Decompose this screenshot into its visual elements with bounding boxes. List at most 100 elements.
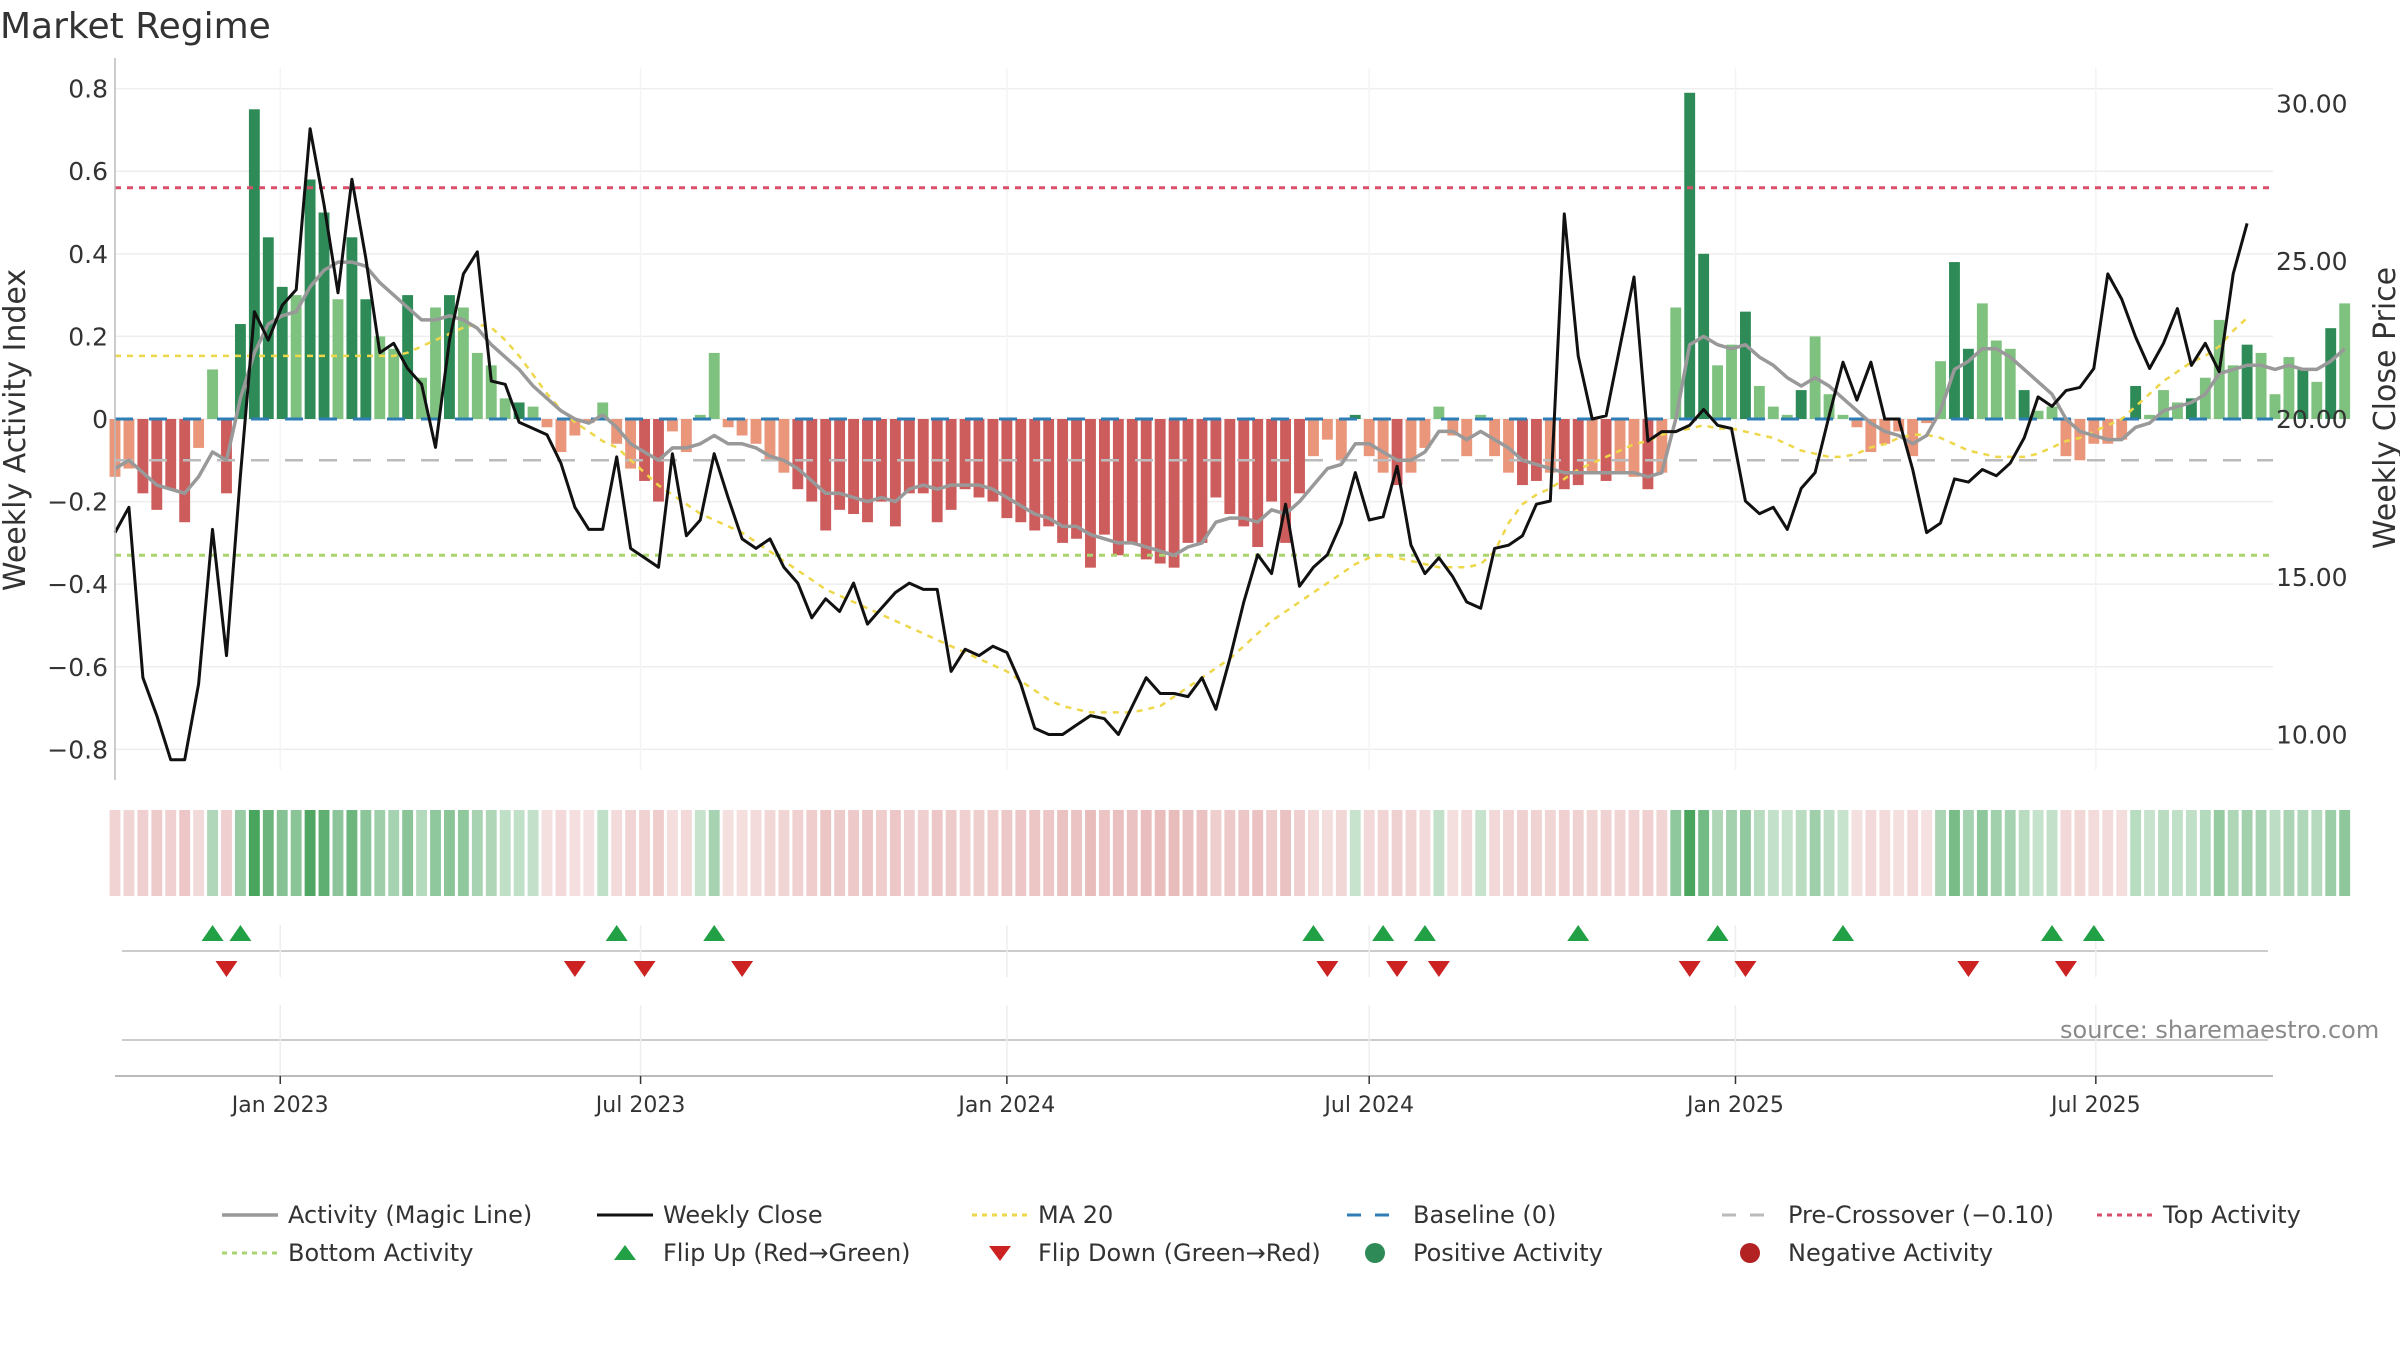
legend-label: Baseline (0) (1413, 1201, 1557, 1229)
activity-bar (680, 419, 692, 453)
regime-strip-cell (541, 810, 553, 896)
regime-strip-cell (876, 810, 887, 896)
y2-tick-label: 15.00 (2276, 563, 2348, 592)
legend-label: Positive Activity (1413, 1239, 1603, 1267)
activity-bar (1071, 419, 1082, 539)
regime-strip-cell (2199, 810, 2211, 896)
legend-swatch (1347, 1213, 1403, 1217)
regime-strip-cell (2074, 810, 2086, 896)
y-tick-label: −0.6 (47, 653, 108, 682)
regime-strip-cell (276, 810, 288, 896)
flip-up-marker (201, 925, 224, 941)
regime-strip-cell (973, 810, 985, 896)
regime-strip-cell (1990, 810, 2002, 896)
regime-strip-cell (764, 810, 776, 896)
regime-strip-cell (820, 810, 832, 896)
activity-bar (207, 369, 218, 419)
legend-swatch (222, 1251, 278, 1255)
regime-strip-layer (109, 810, 2351, 896)
activity-bar (1335, 419, 1347, 461)
regime-strip-cell (611, 810, 623, 896)
activity-bar (1614, 419, 1626, 473)
activity-bar (1294, 419, 1305, 494)
flip-up-marker (1413, 925, 1436, 941)
activity-bar (750, 419, 762, 444)
regime-strip-cell (2060, 810, 2072, 896)
x-tick-label: Jan 2024 (956, 1093, 1055, 1118)
legend-swatch (2097, 1213, 2153, 1217)
activity-bar (1475, 414, 1487, 419)
activity-bar (931, 419, 943, 523)
legend-swatch (222, 1213, 278, 1217)
flip-down-marker (2054, 961, 2077, 977)
activity-bar (848, 419, 860, 514)
activity-bar (1586, 419, 1598, 473)
activity-bar (1990, 340, 2002, 419)
flip-down-marker (1678, 961, 1701, 977)
regime-strip-cell (1043, 810, 1055, 896)
legend-swatch (597, 1213, 653, 1217)
regime-strip-cell (1726, 810, 1737, 896)
regime-strip-cell (1126, 810, 1138, 896)
activity-bar (1238, 419, 1250, 527)
regime-strip-cell (1907, 810, 1919, 896)
activity-bar (1935, 361, 1946, 419)
regime-strip-cell (234, 810, 246, 896)
activity-bar (1447, 419, 1459, 436)
regime-strip-cell (1335, 810, 1347, 896)
flip-down-marker (1386, 961, 1409, 977)
activity-bar (248, 109, 260, 419)
regime-strip-cell (346, 810, 358, 896)
y2-axis-label: Weekly Close Price (2368, 267, 2400, 549)
regime-strip-cell (2311, 810, 2323, 896)
regime-strip-cell (2269, 810, 2281, 896)
y2-tick-label: 20.00 (2276, 405, 2348, 434)
activity-bar (1196, 419, 1208, 543)
activity-bar (1823, 394, 1835, 419)
activity-bar (360, 299, 372, 419)
activity-bar (541, 419, 553, 428)
flip-down-marker (563, 961, 586, 977)
activity-bar (722, 419, 734, 428)
activity-bar (792, 419, 804, 490)
regime-strip-cell (151, 810, 163, 896)
y-tick-label: 0.4 (68, 240, 108, 269)
legend-label: Pre-Crossover (−0.10) (1788, 1201, 2055, 1229)
regime-strip-cell (736, 810, 748, 896)
regime-strip-cell (1363, 810, 1375, 896)
activity-bar (1544, 419, 1556, 473)
regime-strip-cell (625, 810, 637, 896)
regime-strip-cell (1321, 810, 1333, 896)
activity-bar (1224, 419, 1236, 514)
regime-strip-cell (931, 810, 943, 896)
regime-strip-cell (2339, 810, 2351, 896)
activity-bar (1781, 414, 1793, 419)
regime-strip-cell (1572, 810, 1584, 896)
activity-bar (1907, 419, 1919, 457)
regime-strip-cell (2255, 810, 2267, 896)
legend-item: Flip Down (Green→Red) (970, 1238, 1321, 1267)
legend-swatch (1740, 1243, 1760, 1263)
regime-strip-cell (2130, 810, 2142, 896)
regime-strip-cell (2018, 810, 2030, 896)
regime-strip-cell (1405, 810, 1417, 896)
regime-strip-cell (332, 810, 344, 896)
activity-bar (862, 419, 873, 523)
x-tick-label: Jul 2023 (594, 1093, 686, 1118)
regime-strip-cell (416, 810, 428, 896)
regime-strip-cell (806, 810, 818, 896)
source-label: source: sharemaestro.com (2060, 1016, 2380, 1044)
regime-strip-cell (1057, 810, 1069, 896)
activity-bar (945, 419, 957, 510)
activity-bar (1503, 419, 1514, 473)
activity-bar (513, 402, 525, 419)
activity-bar (2227, 365, 2239, 419)
x-tick-label: Jul 2025 (2049, 1093, 2141, 1118)
regime-strip-cell (583, 810, 595, 896)
regime-strip-cell (1851, 810, 1863, 896)
activity-bar (694, 414, 706, 419)
lines-layer (113, 127, 2346, 762)
activity-bar (2046, 406, 2058, 419)
activity-bar (2283, 357, 2295, 419)
